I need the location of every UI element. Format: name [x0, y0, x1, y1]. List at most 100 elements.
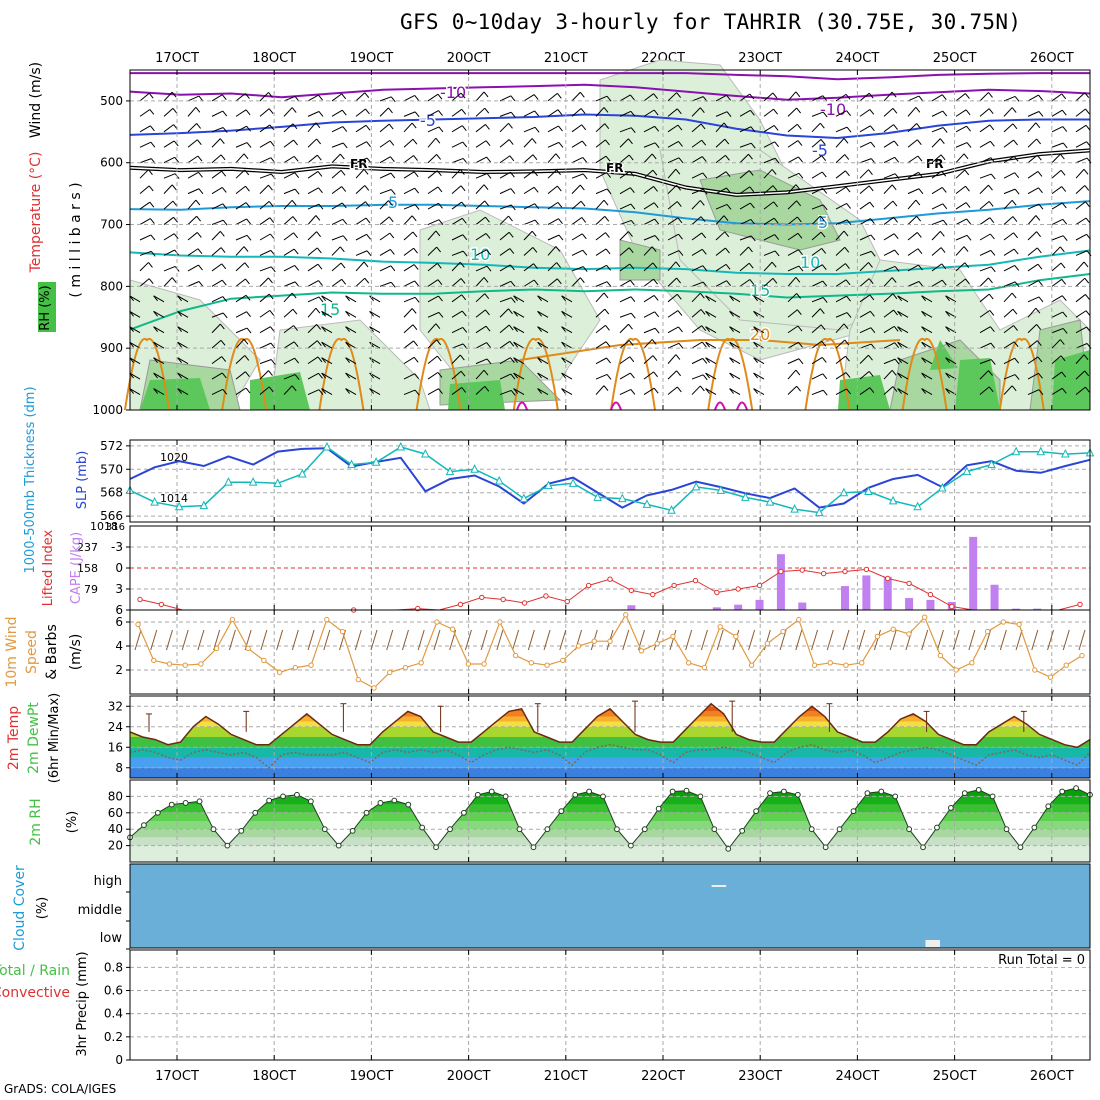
upper-air-frame	[129, 69, 1091, 411]
wind-barb	[211, 388, 224, 395]
wind-speed-point	[402, 664, 409, 671]
wind-barb	[187, 95, 200, 102]
wind-barb	[907, 106, 917, 117]
rh-point	[349, 827, 356, 834]
wind-barb	[1075, 108, 1086, 117]
wind-barb-flag	[345, 295, 350, 302]
wind-barb-flag	[196, 123, 202, 129]
wind-barb	[451, 217, 463, 225]
wind-barb-flag	[605, 341, 611, 347]
wind10m-axis-label: Speed	[24, 630, 40, 674]
wind-barb	[811, 139, 822, 148]
wind-barb	[547, 92, 558, 102]
thickness-point	[888, 495, 898, 505]
wind-barb	[955, 185, 966, 195]
wind-barb-flag	[845, 279, 851, 286]
thickness-point	[839, 487, 849, 497]
wind-barb	[955, 218, 967, 225]
wind-barb	[537, 310, 549, 318]
wind-barb	[979, 217, 991, 225]
wind-barb	[427, 170, 438, 179]
wind-barb-flag	[1059, 339, 1065, 345]
rh-point	[934, 824, 940, 831]
wind-barb-flag	[1059, 153, 1065, 160]
wind-barb-flag	[1085, 217, 1091, 224]
rh-point	[961, 790, 968, 797]
wind-barb	[379, 232, 391, 241]
wind-barb-flag	[148, 262, 153, 268]
thickness-point	[962, 466, 972, 476]
precip-convective-label: Convective	[0, 985, 70, 1001]
wind-barb	[345, 326, 357, 334]
wind-barb	[307, 340, 318, 349]
cape-bar	[905, 598, 914, 610]
wind-barb	[547, 262, 557, 272]
wind-barb-flag	[149, 201, 155, 208]
wind-barb-flag	[1037, 171, 1043, 177]
tick-label: 800	[100, 279, 123, 293]
wind-barb-flag	[558, 142, 564, 148]
wind-speed-point	[670, 633, 676, 640]
wind-barb-flag	[318, 296, 324, 303]
wind-barb-flag	[628, 323, 633, 330]
wind-barb-flag	[821, 155, 827, 161]
wind-barb	[475, 325, 487, 334]
wind-barb	[499, 264, 511, 272]
wind-speed-point	[135, 621, 141, 628]
wind-barb	[235, 327, 248, 334]
thickness-point	[593, 492, 603, 501]
wind-barb-flag	[533, 186, 539, 193]
wind-barb	[427, 137, 437, 148]
wind-speed-point	[166, 661, 173, 667]
temp-band	[130, 737, 1090, 748]
isotherm-20-dome	[610, 337, 656, 411]
wind-barb	[907, 139, 918, 148]
wind-barb-flag	[390, 249, 395, 255]
wind-barb-flag	[676, 370, 682, 377]
wind-barb	[475, 277, 485, 287]
wind-barb	[235, 202, 247, 210]
cape-bar	[1033, 608, 1042, 610]
wind-barb	[739, 142, 752, 148]
wind-barb	[1003, 281, 1016, 287]
wind-barb-flag	[701, 156, 707, 162]
wind-barb-flag	[629, 356, 635, 363]
wind-barb	[787, 249, 799, 256]
wind-barb-flag	[486, 342, 491, 348]
wind-barb	[1051, 278, 1063, 287]
wind-barb	[235, 125, 247, 133]
surface-wind-barb	[1062, 629, 1070, 651]
wind-barb	[547, 153, 557, 164]
wind-barb	[859, 125, 871, 133]
wind-barb	[355, 185, 366, 195]
wind-barb-flag	[510, 280, 516, 287]
wind-barb	[379, 156, 391, 164]
cloud-cover-frame	[129, 863, 1091, 949]
wind-barb	[187, 248, 199, 256]
wind-barb	[345, 295, 357, 303]
wind-barb	[499, 373, 512, 380]
date-label-top: 23OCT	[738, 51, 782, 66]
cape-tick-label: 237	[77, 541, 98, 554]
wind-barb-flag	[868, 354, 873, 361]
thickness-point	[421, 448, 430, 458]
wind-barb-flag	[510, 204, 516, 211]
wind-barb-flag	[342, 126, 348, 132]
wind-barb	[595, 172, 607, 179]
wind-barb-flag	[245, 387, 251, 394]
wind-barb-flag	[268, 386, 274, 393]
wind-barb	[883, 277, 893, 287]
wind-barb	[1075, 386, 1086, 395]
wind-barb-flag	[390, 172, 396, 179]
wind-barb-flag	[821, 264, 827, 271]
wind-barb	[729, 295, 741, 303]
wind-barb-flag	[220, 247, 226, 253]
wind-barb-flag	[293, 156, 299, 162]
wind-barb	[403, 264, 415, 272]
wind-barb	[451, 354, 461, 364]
wind-barb	[643, 339, 653, 349]
rh-point	[474, 791, 481, 798]
wind-barb	[403, 215, 413, 225]
wind-barb	[859, 327, 872, 334]
wind-barb	[643, 142, 656, 148]
